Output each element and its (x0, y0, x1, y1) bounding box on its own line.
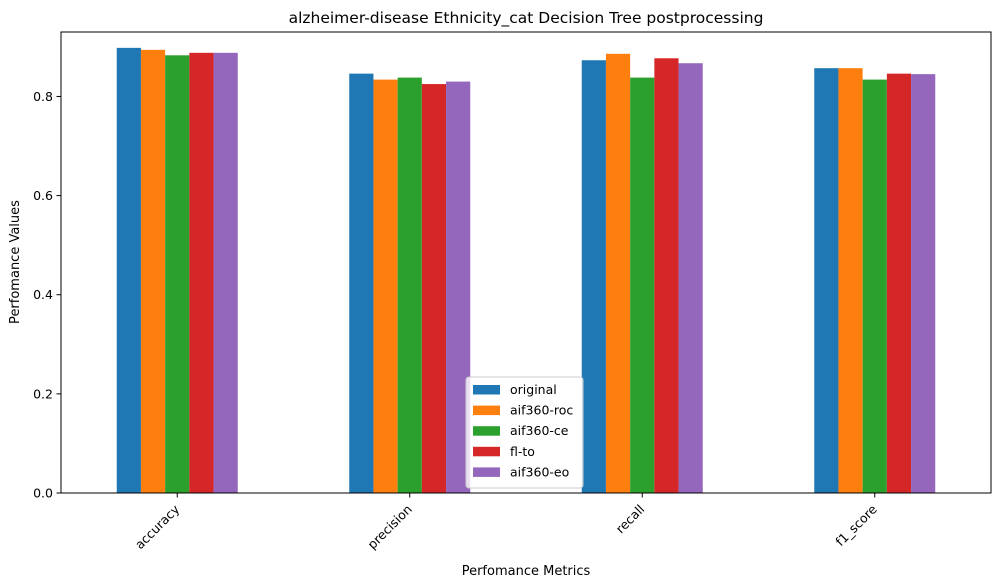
bar-fl-to-accuracy (189, 52, 214, 493)
y-tick-label: 0.6 (33, 188, 53, 203)
legend-swatch-aif360-ce (473, 426, 500, 436)
bar-aif360-roc-recall (605, 53, 631, 494)
bar-aif360-ce-f1_score (862, 79, 887, 493)
bar-aif360-ce-recall (630, 77, 655, 493)
bar-aif360-eo-recall (678, 63, 703, 493)
legend-swatch-aif360-eo (473, 467, 500, 477)
bars-group (116, 47, 936, 494)
y-tick-label: 0.4 (33, 287, 53, 302)
bar-original-recall (581, 60, 606, 493)
bar-aif360-eo-f1_score (911, 74, 936, 493)
y-tick-label: 0.2 (33, 386, 53, 401)
legend-label-aif360-eo: aif360-eo (510, 464, 569, 479)
chart-title: alzheimer-disease Ethnicity_cat Decision… (289, 9, 764, 28)
bar-original-f1_score (814, 68, 839, 493)
legend-label-aif360-ce: aif360-ce (510, 423, 569, 438)
y-axis-label: Perfomance Values (8, 200, 23, 324)
y-tick-label: 0.0 (33, 486, 53, 501)
bar-fl-to-recall (654, 58, 679, 494)
bar-aif360-eo-accuracy (213, 52, 238, 493)
legend-label-fl-to: fl-to (510, 444, 535, 459)
legend-label-original: original (510, 382, 557, 397)
legend-box (465, 376, 584, 489)
bar-fl-to-precision (421, 84, 447, 494)
bar-aif360-roc-precision (373, 79, 398, 493)
legend-swatch-fl-to (473, 446, 500, 457)
bar-original-accuracy (116, 47, 141, 494)
bar-aif360-roc-f1_score (838, 68, 863, 493)
legend: original aif360-roc aif360-ce fl-to aif360-e… (465, 376, 584, 489)
bar-aif360-ce-accuracy (165, 55, 190, 494)
legend-swatch-aif360-roc (473, 405, 500, 416)
plot-frame (60, 31, 992, 494)
legend-label-aif360-roc: aif360-roc (510, 403, 573, 418)
legend-swatch-original (473, 385, 500, 395)
x-axis-label: Perfomance Metrics (462, 564, 591, 579)
bar-aif360-roc-accuracy (140, 49, 166, 493)
bar-aif360-ce-precision (397, 77, 422, 493)
y-axis: 0.0 0.2 0.4 0.6 0.8 (33, 89, 61, 501)
bar-fl-to-f1_score (886, 73, 912, 493)
bar-original-precision (349, 73, 374, 493)
y-tick-label: 0.8 (33, 89, 53, 104)
